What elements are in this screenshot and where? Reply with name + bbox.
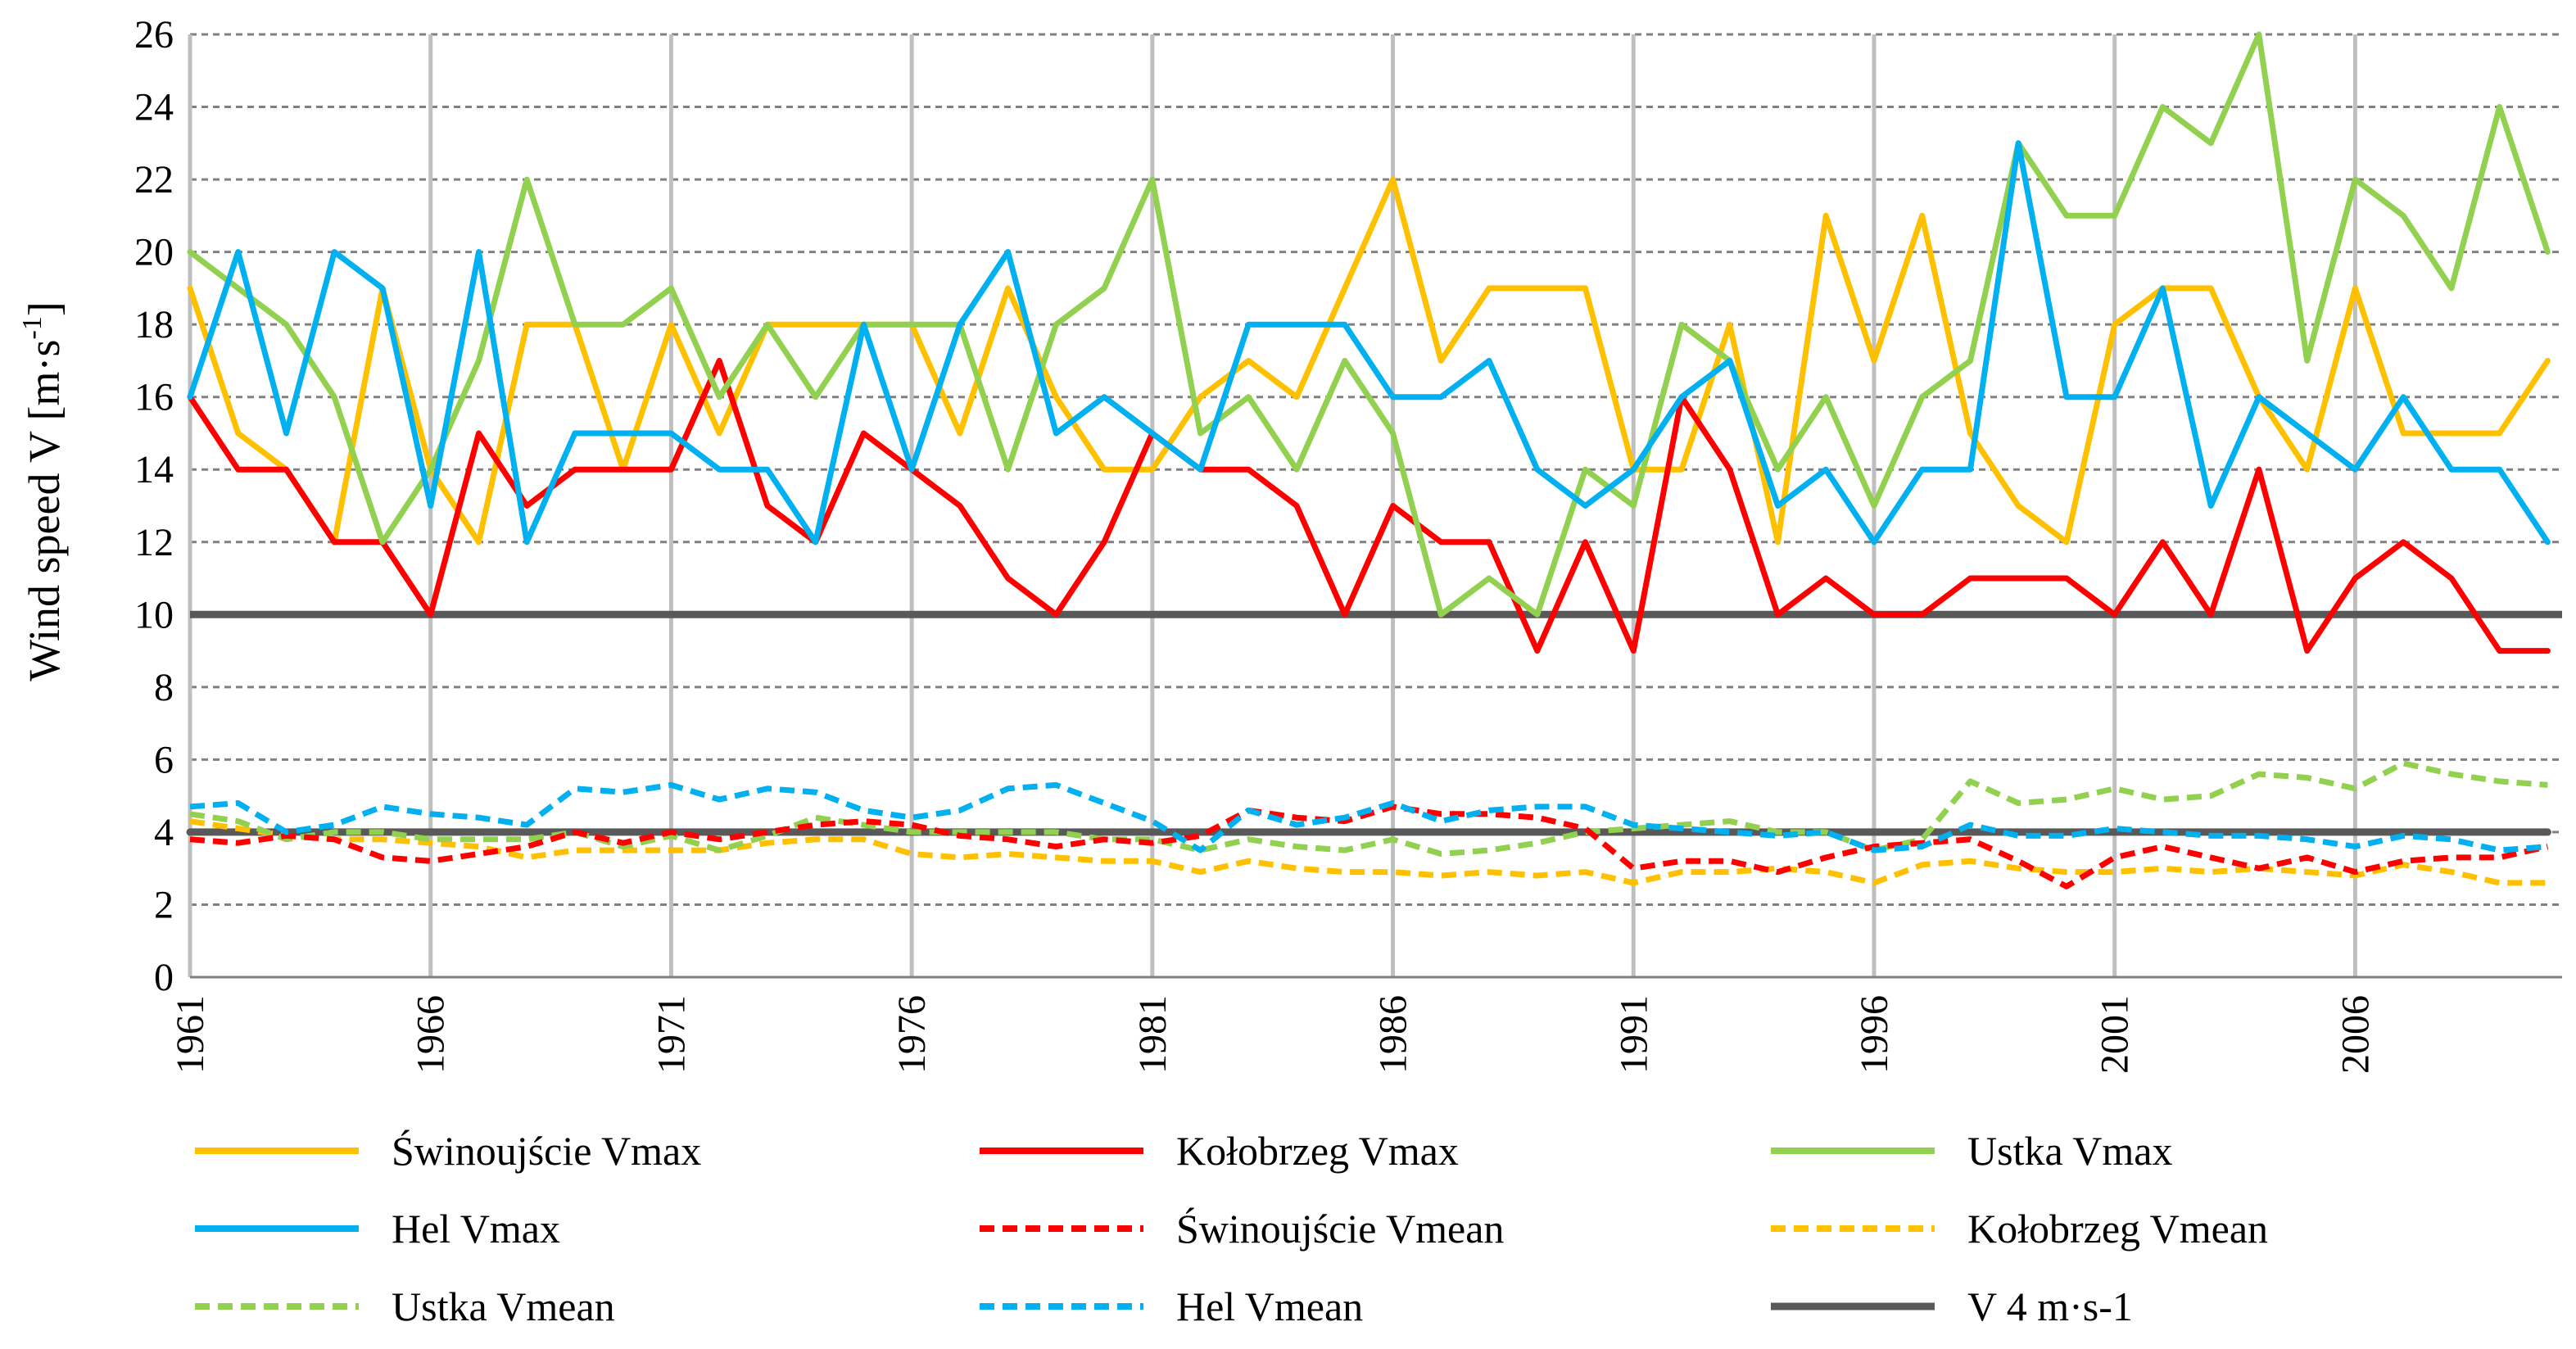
- x-tick-label: 1986: [1372, 995, 1415, 1074]
- y-tick-label: 20: [134, 231, 174, 274]
- legend-label-hel-vmax: Hel Vmax: [392, 1206, 560, 1252]
- y-tick-label: 14: [134, 448, 174, 491]
- y-tick-label: 10: [134, 593, 174, 636]
- y-tick-label: 24: [134, 86, 174, 129]
- y-tick-label: 22: [134, 158, 174, 201]
- series-line-kolobrzeg-vmax: [187, 357, 2551, 654]
- legend-label-ustka-vmax: Ustka Vmax: [1967, 1128, 2172, 1174]
- x-tick-label: 1981: [1131, 995, 1175, 1074]
- x-tick-label: 2006: [2334, 995, 2377, 1074]
- y-tick-label: 26: [134, 13, 174, 57]
- y-tick-label: 8: [154, 666, 174, 709]
- legend-label-kolobrzeg-vmean: Kołobrzeg Vmean: [1967, 1206, 2268, 1252]
- y-tick-label: 18: [134, 303, 174, 346]
- series-line-swinoujscie-vmean: [189, 804, 2549, 890]
- y-tick-label: 6: [154, 738, 174, 781]
- series-lines: [186, 31, 2551, 890]
- legend-label-hel-vmean: Hel Vmean: [1176, 1283, 1363, 1329]
- y-tick-label: 4: [154, 811, 174, 854]
- x-tick-label: 1996: [1853, 995, 1896, 1074]
- series-line-kolobrzeg-vmean: [189, 818, 2548, 886]
- legend: Świnoujście Vmax Kołobrzeg Vmax Ustka Vmax…: [195, 1128, 2268, 1329]
- y-tick-label: 16: [134, 376, 174, 419]
- y-axis-title: Wind speed V [m·s-1]: [17, 301, 69, 681]
- series-line-hel-vmean: [189, 781, 2548, 853]
- x-tick-label: 1971: [650, 995, 693, 1074]
- series-line-hel-vmax: [187, 140, 2551, 545]
- grid: [188, 33, 2562, 979]
- series-line-swinoujscie-vmax: [187, 176, 2551, 545]
- series-line-ustka-vmax: [187, 31, 2551, 618]
- x-axis: 1961 1966 1971 1976 1981 1986 1991 1996 2001 2006: [169, 995, 2377, 1074]
- legend-label-ustka-vmean: Ustka Vmean: [392, 1283, 615, 1329]
- legend-label-v-4-m-s-1: V 4 m·s-1: [1967, 1283, 2133, 1329]
- x-tick-label: 1991: [1612, 995, 1655, 1074]
- x-tick-label: 2001: [2094, 995, 2137, 1074]
- x-tick-label: 1961: [169, 995, 212, 1074]
- x-tick-label: 1976: [890, 995, 934, 1074]
- x-tick-label: 1966: [410, 995, 453, 1074]
- y-tick-label: 12: [134, 521, 174, 564]
- y-tick-label: 2: [154, 883, 174, 926]
- y-tick-label: 0: [154, 956, 174, 999]
- legend-label-kolobrzeg-vmax: Kołobrzeg Vmax: [1176, 1128, 1459, 1174]
- legend-label-swinoujscie-vmean: Świnoujście Vmean: [1176, 1206, 1504, 1252]
- legend-label-swinoujscie-vmax: Świnoujście Vmax: [392, 1128, 701, 1174]
